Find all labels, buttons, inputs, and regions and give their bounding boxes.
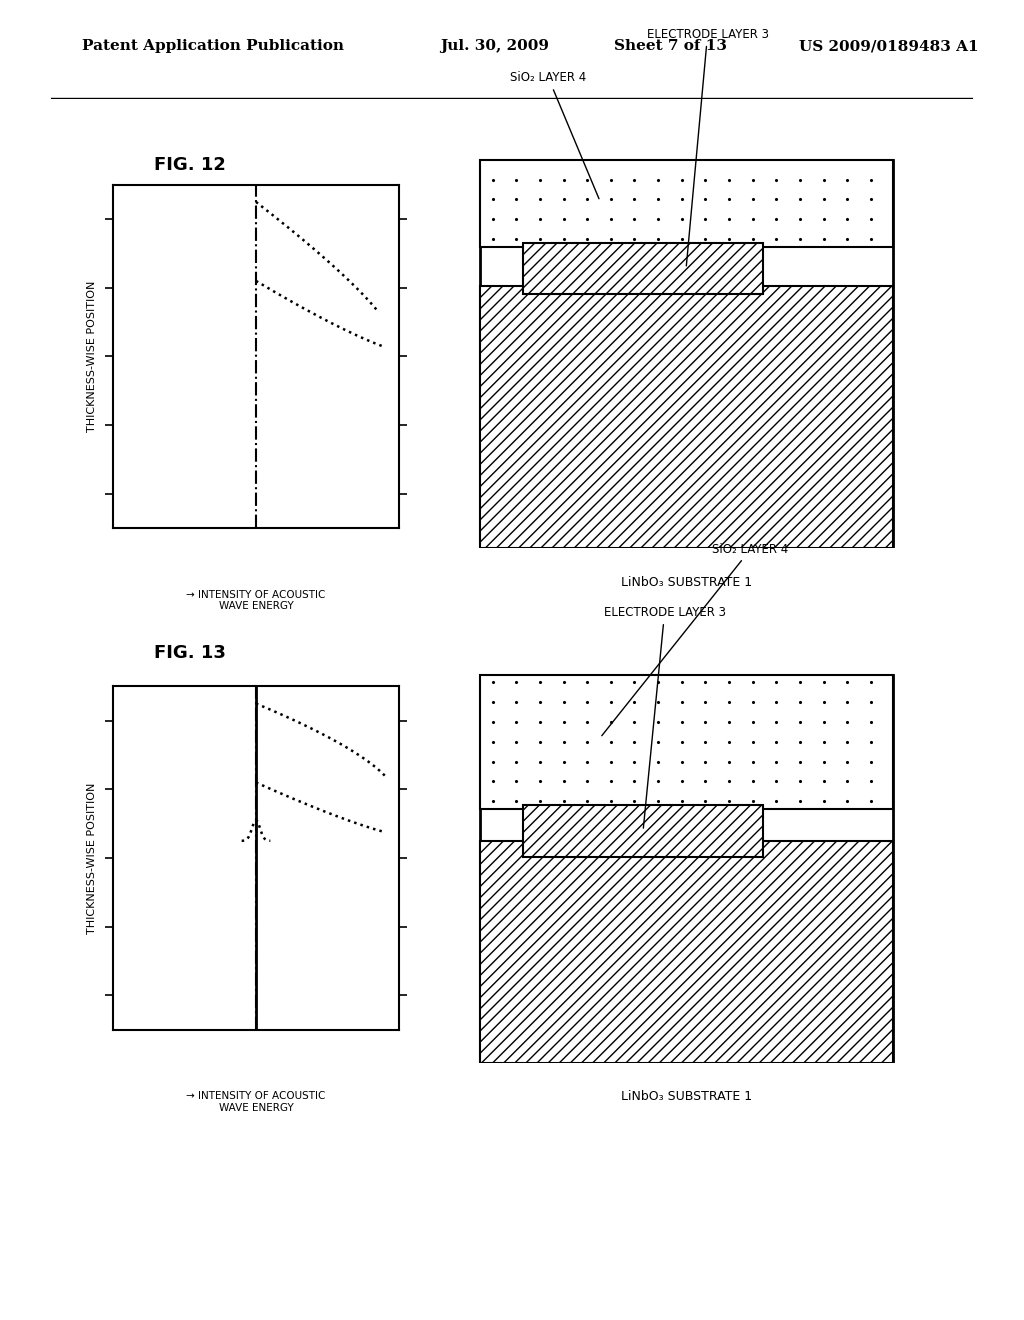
Text: → INTENSITY OF ACOUSTIC
WAVE ENERGY: → INTENSITY OF ACOUSTIC WAVE ENERGY	[186, 590, 326, 611]
Text: ELECTRODE LAYER 3: ELECTRODE LAYER 3	[603, 606, 726, 828]
Y-axis label: THICKNESS-WISE POSITION: THICKNESS-WISE POSITION	[87, 783, 97, 933]
FancyBboxPatch shape	[479, 675, 893, 1063]
Text: Sheet 7 of 13: Sheet 7 of 13	[614, 40, 727, 53]
Text: FIG. 12: FIG. 12	[154, 156, 225, 174]
Text: LiNbO₃ SUBSTRATE 1: LiNbO₃ SUBSTRATE 1	[621, 576, 752, 589]
Text: SiO₂ LAYER 4: SiO₂ LAYER 4	[510, 71, 599, 199]
Text: Patent Application Publication: Patent Application Publication	[82, 40, 344, 53]
Text: ELECTRODE LAYER 3: ELECTRODE LAYER 3	[646, 28, 769, 265]
Text: SiO₂ LAYER 4: SiO₂ LAYER 4	[602, 543, 788, 735]
Text: US 2009/0189483 A1: US 2009/0189483 A1	[799, 40, 978, 53]
Y-axis label: THICKNESS-WISE POSITION: THICKNESS-WISE POSITION	[87, 281, 97, 432]
Text: Jul. 30, 2009: Jul. 30, 2009	[440, 40, 549, 53]
FancyBboxPatch shape	[479, 675, 893, 809]
FancyBboxPatch shape	[479, 286, 893, 548]
FancyBboxPatch shape	[479, 160, 893, 548]
Text: LiNbO₃ SUBSTRATE 1: LiNbO₃ SUBSTRATE 1	[621, 1090, 752, 1104]
FancyBboxPatch shape	[522, 805, 764, 857]
Text: FIG. 13: FIG. 13	[154, 644, 225, 663]
FancyBboxPatch shape	[479, 160, 893, 247]
Text: → INTENSITY OF ACOUSTIC
WAVE ENERGY: → INTENSITY OF ACOUSTIC WAVE ENERGY	[186, 1092, 326, 1113]
FancyBboxPatch shape	[479, 841, 893, 1063]
FancyBboxPatch shape	[522, 243, 764, 294]
